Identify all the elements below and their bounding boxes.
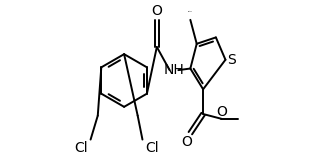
Text: O: O bbox=[216, 105, 227, 119]
Text: S: S bbox=[227, 53, 236, 67]
Text: O: O bbox=[181, 135, 192, 149]
Text: methyl: methyl bbox=[188, 10, 193, 12]
Text: Cl: Cl bbox=[145, 141, 159, 155]
Text: NH: NH bbox=[163, 63, 184, 77]
Text: O: O bbox=[152, 4, 162, 18]
Text: Cl: Cl bbox=[75, 141, 88, 155]
